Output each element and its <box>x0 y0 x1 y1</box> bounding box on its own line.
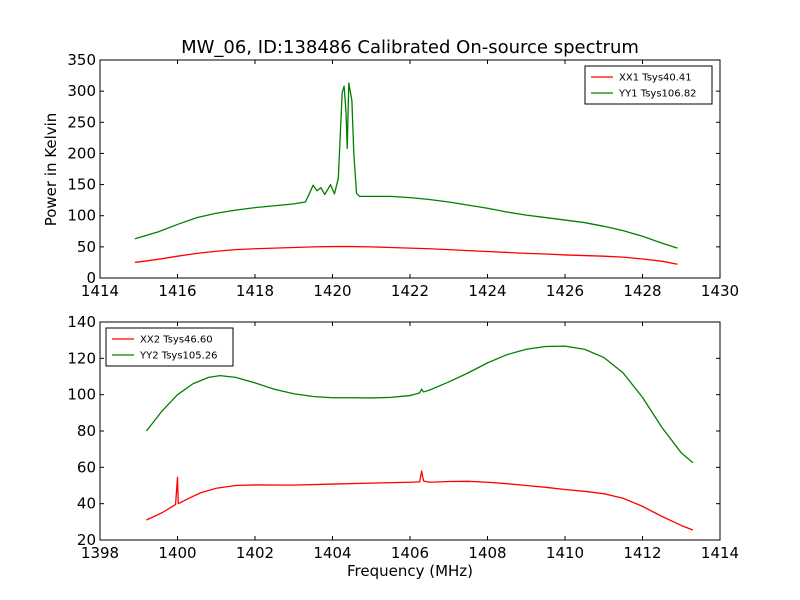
top-x-tick-label: 1426 <box>546 282 584 300</box>
top-y-tick-label: 350 <box>67 51 96 69</box>
top-x-tick-label: 1422 <box>391 282 429 300</box>
bottom-y-tick-label: 20 <box>77 531 96 549</box>
top-x-tick-label: 1416 <box>158 282 196 300</box>
bottom-x-tick-label: 1414 <box>701 544 739 562</box>
bottom-plot: 1398 1400 1402 1404 1406 1408 1410 1412 1414 20 40… <box>67 313 739 562</box>
top-y-tick-label: 300 <box>67 82 96 100</box>
bottom-legend-label-1: XX2 Tsys46.60 <box>140 335 213 346</box>
top-legend: XX1 Tsys40.41 YY1 Tsys106.82 <box>584 65 713 105</box>
bottom-x-tick-label: 1400 <box>158 544 196 562</box>
top-y-tick-label: 200 <box>67 144 96 162</box>
bottom-legend: XX2 Tsys46.60 YY2 Tsys105.26 <box>105 327 234 367</box>
bottom-y-tick-label: 140 <box>67 313 96 331</box>
bottom-x-tick-label: 1404 <box>313 544 351 562</box>
bottom-series-line-1 <box>146 470 694 531</box>
bottom-x-tick-label: 1412 <box>623 544 661 562</box>
top-y-axis-label: Power in Kelvin <box>42 113 60 227</box>
bottom-x-tick-label: 1398 <box>81 544 119 562</box>
top-x-tick-label: 1418 <box>236 282 274 300</box>
bottom-y-tick-label: 120 <box>67 349 96 367</box>
bottom-legend-label-2: YY2 Tsys105.26 <box>139 351 218 362</box>
top-y-tick-label: 100 <box>67 207 96 225</box>
top-plot: 1414 1416 1418 1420 1422 1424 1426 1428 1430 0 50 1… <box>67 51 739 300</box>
top-y-tick-label: 250 <box>67 113 96 131</box>
bottom-y-tick-label: 80 <box>77 422 96 440</box>
top-y-tick-label: 0 <box>86 269 96 287</box>
top-legend-label-2: YY1 Tsys106.82 <box>618 89 697 100</box>
top-series-line-1 <box>134 245 678 265</box>
bottom-x-tick-label: 1402 <box>236 544 274 562</box>
top-x-tick-label: 1414 <box>81 282 119 300</box>
top-x-tick-label: 1430 <box>701 282 739 300</box>
top-x-tick-label: 1420 <box>313 282 351 300</box>
top-legend-box <box>584 65 713 105</box>
bottom-x-tick-label: 1410 <box>546 544 584 562</box>
bottom-y-tick-label: 100 <box>67 386 96 404</box>
bottom-y-tick-label: 40 <box>77 495 96 513</box>
bottom-x-tick-label: 1408 <box>468 544 506 562</box>
top-x-tick-label: 1424 <box>468 282 506 300</box>
top-legend-label-1: XX1 Tsys40.41 <box>619 73 692 84</box>
top-series-line-2 <box>134 82 678 249</box>
bottom-y-tick-label: 60 <box>77 458 96 476</box>
top-x-tick-label: 1428 <box>623 282 661 300</box>
chart-title: MW_06, ID:138486 Calibrated On-source sp… <box>181 37 639 58</box>
bottom-x-tick-label: 1406 <box>391 544 429 562</box>
top-y-tick-label: 150 <box>67 176 96 194</box>
bottom-x-axis-label: Frequency (MHz) <box>347 562 473 580</box>
top-y-tick-label: 50 <box>77 238 96 256</box>
bottom-legend-box <box>105 327 234 367</box>
bottom-series-line-2 <box>145 345 694 464</box>
